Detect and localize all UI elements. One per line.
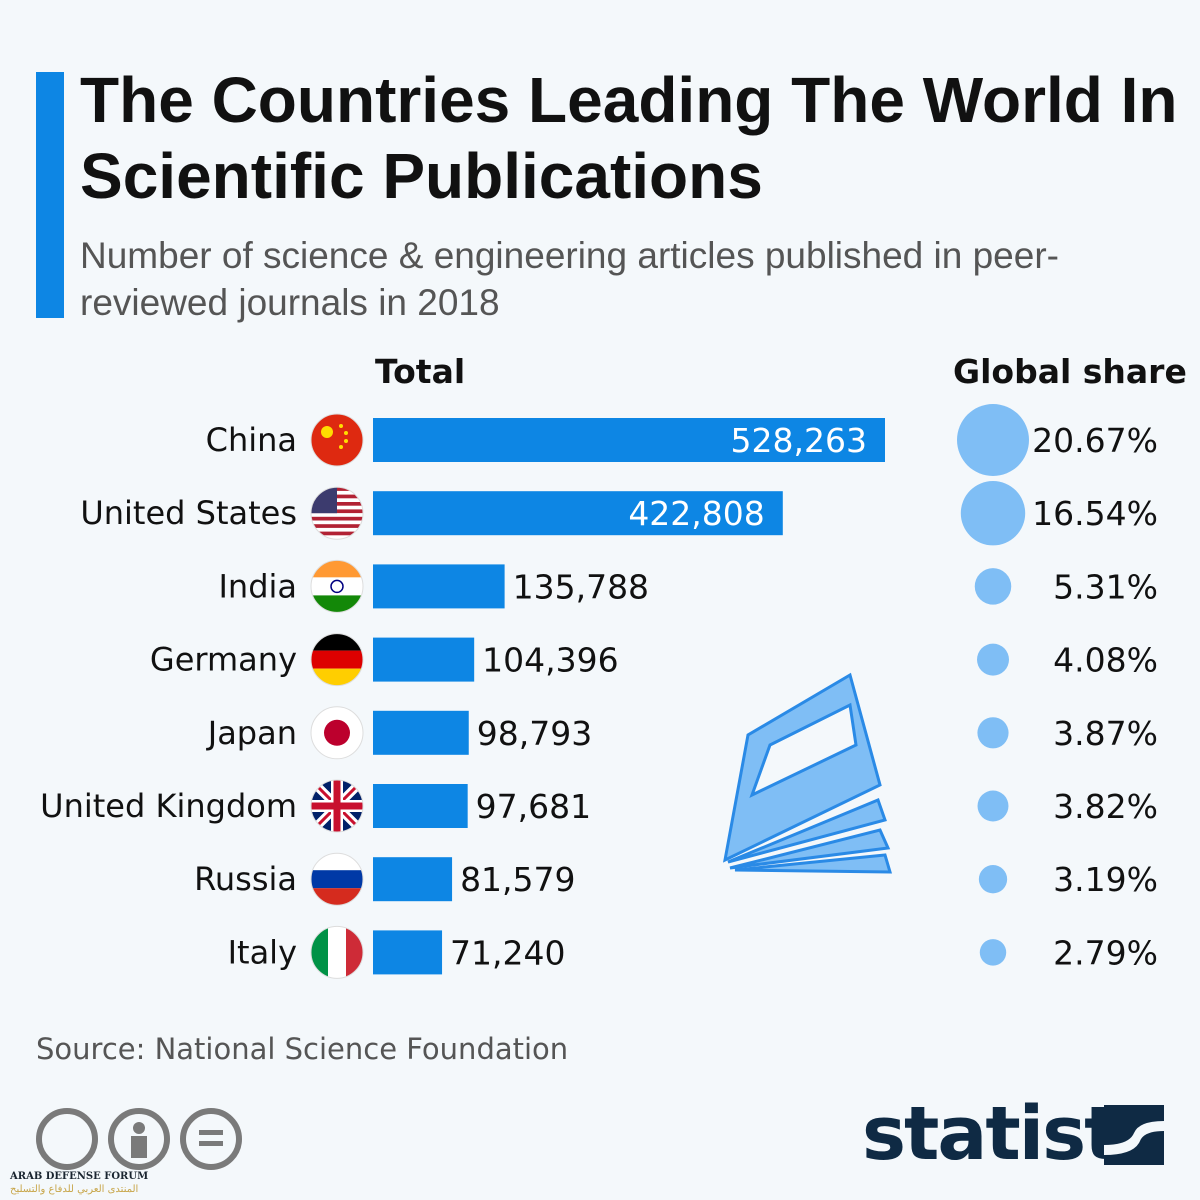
flag-border [310,779,364,833]
japan-flag-icon [311,706,363,759]
country-label: China [206,421,297,459]
value-label: 422,808 [628,494,764,533]
share-label: 2.79% [1053,933,1158,972]
germany-flag-icon [311,633,363,686]
subtitle: Number of science & engineering articles… [80,235,1059,323]
share-label: 3.82% [1053,787,1158,826]
share-label: 3.87% [1053,714,1158,753]
country-label: United States [80,494,297,532]
value-label: 81,579 [460,860,575,899]
value-label: 104,396 [482,641,618,680]
page-title: The Countries Leading The World In Scien… [80,64,1178,212]
share-bubble [977,717,1009,749]
share-bubble [978,865,1008,894]
statista-logo-icon [1104,1105,1164,1165]
watermark: ARAB DEFENSE FORUM المنتدى العربي للدفاع … [10,1171,149,1195]
bar [373,930,443,975]
bar [373,710,469,755]
flag-border [310,706,364,760]
flag-border [310,925,364,979]
india-flag-icon [311,560,363,613]
flag-border [310,413,364,467]
accent-bar [36,72,64,318]
value-label: 135,788 [513,567,649,606]
total-header: Total [375,352,466,391]
bar [373,418,885,462]
share-bubble [960,480,1026,546]
value-label: 71,240 [450,933,565,972]
flag-border [310,633,364,687]
bar [373,857,453,902]
book-icon [722,672,893,874]
source-note: Source: National Science Foundation [36,1032,569,1066]
cc-icon[interactable] [36,1108,98,1170]
share-label: 5.31% [1053,567,1158,606]
share-label: 4.08% [1053,641,1158,680]
share-label: 20.67% [1032,421,1158,460]
bar [373,784,468,828]
by-icon[interactable] [108,1108,170,1170]
uk-flag-icon [311,780,363,832]
share-label: 16.54% [1032,494,1158,533]
china-flag-icon [311,414,363,466]
bar [373,491,783,536]
value-label: 528,263 [731,421,867,460]
share-bubble [979,939,1007,966]
nd-icon[interactable] [180,1108,242,1170]
country-label: United Kingdom [40,787,297,825]
country-label: Italy [228,933,297,971]
share-bubble [974,568,1012,605]
flag-border [310,852,364,906]
bar [373,637,475,682]
country-label: Russia [194,860,297,898]
share-bubble [957,404,1029,476]
share-bubble [977,790,1009,822]
share-bubble [977,643,1009,676]
value-label: 98,793 [477,714,592,753]
share-label: 3.19% [1053,860,1158,899]
russia-flag-icon [311,853,363,906]
italy-flag-icon [311,926,363,979]
country-label: Germany [150,641,297,679]
bar [373,564,505,609]
share-header: Global share [953,352,1187,391]
flag-border [310,559,364,613]
country-label: India [218,567,297,605]
us-flag-icon [311,487,363,540]
flag-border [310,486,364,540]
country-label: Japan [206,714,297,752]
value-label: 97,681 [476,787,591,826]
